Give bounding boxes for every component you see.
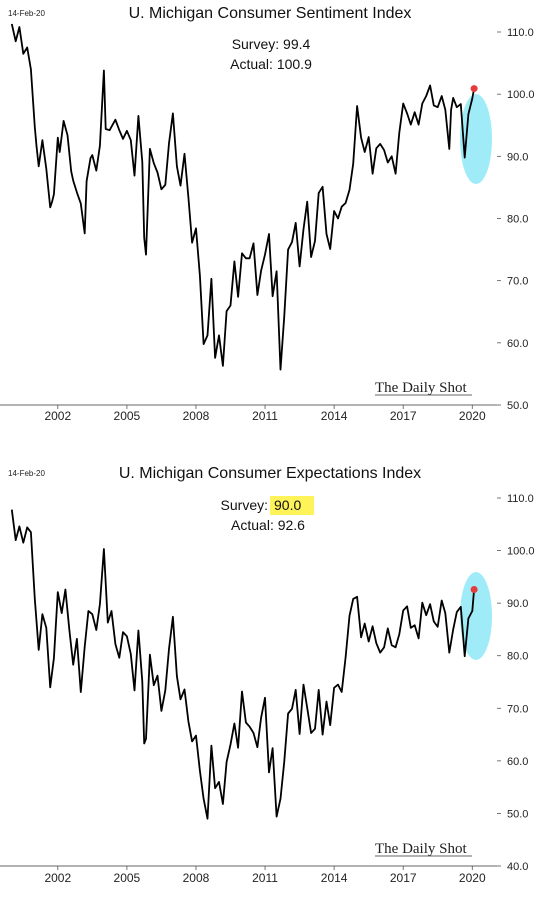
survey-annotation: Survey: (221, 497, 268, 513)
y-tick-label: 50.0 (507, 400, 528, 412)
y-tick-label: 100.0 (507, 546, 535, 558)
survey-value-highlight (270, 496, 314, 515)
plot-area: 50.0 60.0 70.0 80.0 90.0 100.0 110.0 2002 2005 20… (0, 23, 535, 423)
y-tick-label: 40.0 (507, 861, 528, 873)
y-tick-label: 90.0 (507, 598, 528, 610)
x-tick-label: 2005 (114, 409, 141, 423)
x-tick-label: 2020 (459, 871, 486, 885)
chart-date-stamp: 14-Feb-20 (8, 9, 45, 18)
annotation-box (186, 492, 346, 536)
x-tick-label: 2017 (390, 871, 417, 885)
x-tick-label: 2002 (44, 409, 71, 423)
plot-area: 40.0 50.0 60.0 70.0 80.0 90.0 100.0 110.0 2002 20… (0, 493, 535, 885)
x-tick-label: 2008 (183, 409, 210, 423)
survey-annotation: Survey: 99.4 (232, 36, 311, 52)
watermark: The Daily Shot (375, 841, 467, 857)
watermark: The Daily Shot (375, 380, 467, 396)
chart-title: U. Michigan Consumer Sentiment Index (129, 5, 412, 22)
y-tick-label: 70.0 (507, 703, 528, 715)
recent-highlight-ellipse (460, 94, 492, 184)
series-line (10, 23, 475, 371)
sentiment-chart: 14-Feb-20 U. Michigan Consumer Sentiment… (0, 5, 535, 423)
latest-value-marker (470, 585, 478, 593)
sentiment-chart-panel: 14-Feb-20 U. Michigan Consumer Sentiment… (0, 0, 541, 440)
y-tick-label: 110.0 (507, 27, 534, 39)
x-tick-label: 2011 (252, 871, 278, 885)
y-tick-label: 80.0 (507, 651, 528, 663)
x-tick-label: 2014 (321, 871, 348, 885)
annotation-box (176, 30, 366, 74)
chart-title: U. Michigan Consumer Expectations Index (119, 465, 421, 482)
y-tick-label: 60.0 (507, 338, 528, 350)
y-tick-label: 50.0 (507, 808, 528, 820)
expectations-chart-panel: 14-Feb-20 U. Michigan Consumer Expectati… (0, 458, 541, 903)
expectations-chart: 14-Feb-20 U. Michigan Consumer Expectati… (0, 465, 535, 885)
x-tick-label: 2005 (114, 871, 141, 885)
latest-value-marker (470, 85, 478, 93)
x-tick-label: 2017 (390, 409, 417, 423)
y-tick-label: 80.0 (507, 214, 528, 226)
x-tick-label: 2014 (321, 409, 348, 423)
x-tick-label: 2002 (44, 871, 71, 885)
survey-value: 90.0 (274, 497, 301, 513)
y-tick-label: 70.0 (507, 276, 528, 288)
recent-highlight-ellipse (460, 572, 492, 660)
x-tick-label: 2020 (459, 409, 486, 423)
y-tick-label: 100.0 (507, 89, 535, 101)
x-tick-label: 2008 (183, 871, 210, 885)
actual-annotation: Actual: 92.6 (231, 517, 305, 533)
y-tick-label: 110.0 (507, 493, 534, 505)
chart-date-stamp: 14-Feb-20 (8, 469, 45, 478)
actual-annotation: Actual: 100.9 (230, 56, 312, 72)
series-line (10, 509, 475, 820)
y-tick-label: 60.0 (507, 756, 528, 768)
y-tick-label: 90.0 (507, 151, 528, 163)
x-tick-label: 2011 (252, 409, 278, 423)
